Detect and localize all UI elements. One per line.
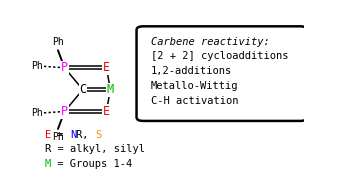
Text: Ph: Ph: [31, 61, 43, 71]
Text: =: =: [51, 130, 70, 140]
Text: Ph: Ph: [31, 108, 43, 118]
Text: 1,2-additions: 1,2-additions: [151, 67, 232, 77]
Text: R,: R,: [76, 130, 95, 140]
Text: M: M: [45, 159, 51, 169]
Text: P: P: [61, 61, 68, 74]
Text: P: P: [61, 105, 68, 118]
Text: C-H activation: C-H activation: [151, 96, 239, 106]
FancyBboxPatch shape: [137, 26, 307, 121]
Text: N: N: [70, 130, 76, 140]
Text: Metallo-Wittig: Metallo-Wittig: [151, 81, 239, 91]
Text: M: M: [107, 83, 114, 96]
Text: E: E: [45, 130, 51, 140]
Text: C: C: [79, 83, 87, 96]
Text: E: E: [103, 61, 110, 74]
Text: S: S: [95, 130, 101, 140]
Text: R = alkyl, silyl: R = alkyl, silyl: [45, 144, 145, 154]
Text: Ph: Ph: [52, 37, 64, 47]
Text: Ph: Ph: [52, 132, 64, 142]
Text: Carbene reactivity:: Carbene reactivity:: [151, 36, 270, 46]
Text: E: E: [103, 105, 110, 118]
Text: [2 + 2] cycloadditions: [2 + 2] cycloadditions: [151, 51, 288, 61]
Text: = Groups 1-4: = Groups 1-4: [51, 159, 132, 169]
